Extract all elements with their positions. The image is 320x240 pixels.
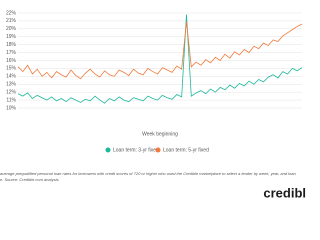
y-tick-label: 22% [6, 10, 17, 16]
page: Week beginning average prequalified pers… [0, 10, 306, 201]
series-line [17, 14, 303, 104]
y-tick-label: 11% [6, 97, 16, 103]
y-tick-label: 18% [6, 42, 17, 48]
legend-label: Loan term: 3-yr fixed [113, 147, 159, 153]
y-tick-label: 14% [6, 74, 17, 80]
x-axis-label: Week beginning [142, 131, 178, 137]
chart: Week beginning average prequalified pers… [0, 10, 306, 200]
caption: average prequalified personal loan rates… [0, 171, 296, 176]
legend-label: Loan term: 5-yr fixed [163, 147, 209, 153]
y-tick-label: 12% [6, 89, 17, 95]
y-tick-label: 15% [6, 66, 17, 72]
y-tick-label: 16% [6, 58, 17, 64]
y-tick-label: 10% [6, 105, 17, 111]
caption: e. Source: Credible.com analysis. [0, 177, 60, 182]
legend-marker [105, 147, 111, 153]
y-tick-label: 20% [6, 26, 17, 32]
y-tick-label: 17% [6, 50, 17, 56]
logo: credibl [263, 185, 306, 200]
legend-marker [155, 147, 161, 153]
y-tick-label: 19% [6, 34, 17, 40]
y-tick-label: 13% [6, 82, 17, 88]
y-tick-label: 21% [6, 18, 17, 24]
series-line [17, 21, 303, 80]
